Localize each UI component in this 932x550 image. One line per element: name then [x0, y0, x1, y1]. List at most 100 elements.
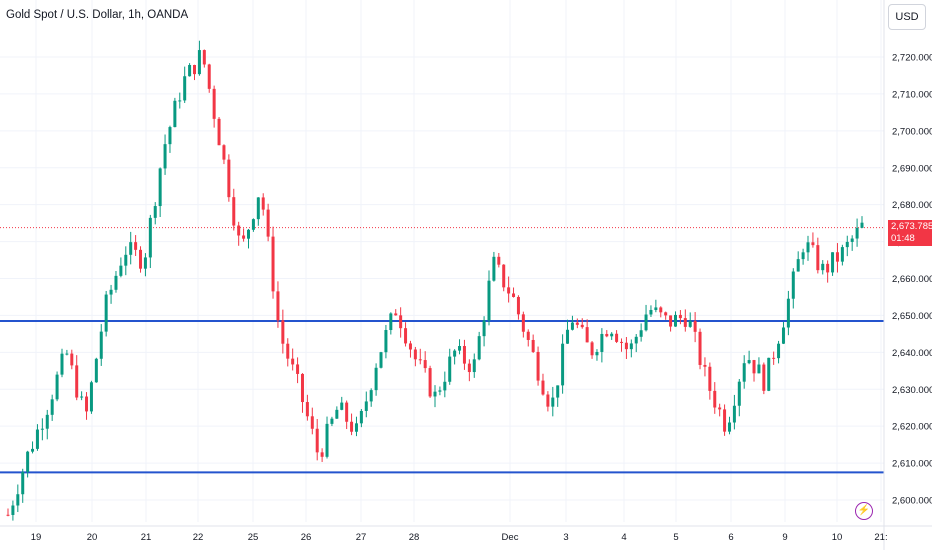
candle-body: [678, 314, 682, 319]
candle-body: [693, 320, 697, 332]
candle-body: [546, 394, 550, 407]
candle-body: [462, 346, 466, 364]
candle-body: [467, 363, 471, 373]
y-tick-label: 2,660.000: [892, 274, 932, 285]
candle-body: [374, 367, 378, 391]
candle-body: [359, 410, 363, 424]
candle-body: [732, 405, 736, 423]
candle-body: [801, 252, 805, 260]
candle-body: [212, 88, 216, 119]
candle-body: [781, 327, 785, 344]
candle-body: [197, 50, 201, 75]
x-tick-label: 21:: [874, 532, 887, 543]
candle-body: [418, 359, 422, 361]
candle-body: [629, 343, 633, 350]
y-tick-label: 2,640.000: [892, 348, 932, 359]
candle-body: [173, 100, 177, 128]
candle-body: [143, 257, 147, 269]
candle-body: [580, 324, 584, 328]
candle-body: [413, 349, 417, 360]
candle-body: [556, 385, 560, 398]
y-tick-label: 2,690.000: [892, 163, 932, 174]
candle-body: [786, 298, 790, 328]
candle-body: [222, 145, 226, 160]
candle-body: [703, 364, 707, 367]
candle-body: [727, 422, 731, 432]
currency-button[interactable]: USD: [888, 4, 926, 30]
x-tick-label: 9: [782, 532, 787, 543]
candle-body: [458, 346, 462, 351]
candle-body: [99, 331, 103, 359]
candle-body: [384, 330, 388, 353]
candle-body: [497, 256, 501, 265]
candle-body: [512, 293, 516, 297]
candle-body: [575, 322, 579, 325]
candle-body: [698, 331, 702, 365]
x-tick-label: 6: [728, 532, 733, 543]
candle-body: [453, 350, 457, 357]
candle-body: [21, 471, 25, 495]
candle-body: [448, 356, 452, 382]
candle-body: [183, 76, 187, 101]
candle-body: [271, 236, 275, 292]
candlestick-series: [6, 40, 864, 521]
candle-body: [845, 241, 849, 248]
candle-body: [16, 494, 20, 506]
candle-body: [70, 353, 74, 366]
candle-body: [507, 287, 511, 294]
candle-body: [227, 159, 231, 198]
y-tick-label: 2,630.000: [892, 385, 932, 396]
candle-body: [296, 364, 300, 374]
candle-body: [570, 322, 574, 330]
x-tick-label: 10: [832, 532, 843, 543]
candle-body: [610, 333, 614, 337]
candle-body: [718, 407, 722, 410]
candle-body: [526, 331, 530, 340]
candle-body: [251, 219, 255, 230]
candle-body: [129, 242, 133, 255]
candle-body: [89, 382, 93, 412]
candle-body: [521, 314, 525, 332]
candle-body: [158, 168, 162, 207]
x-tick-label: 25: [248, 532, 259, 543]
chart-grid: [0, 0, 884, 522]
candle-body: [438, 390, 442, 392]
candle-body: [659, 307, 663, 313]
candle-body: [620, 341, 624, 343]
candle-body: [305, 402, 309, 417]
candle-body: [551, 397, 555, 407]
candle-body: [261, 197, 265, 210]
candle-body: [531, 339, 535, 352]
candle-body: [777, 343, 781, 359]
time-axis[interactable]: 19 20 21 22 25 26 27 28 Dec 3 4 5 6 9 10 21:: [0, 525, 932, 543]
candle-body: [408, 343, 412, 350]
x-tick-label: 26: [301, 532, 312, 543]
candle-body: [202, 50, 206, 65]
candle-body: [688, 320, 692, 327]
candle-body: [835, 252, 839, 262]
candle-body: [6, 514, 10, 516]
y-tick-label: 2,700.000: [892, 126, 932, 137]
candle-body: [340, 402, 344, 410]
candle-body: [286, 343, 290, 359]
x-tick-label: Dec: [502, 532, 519, 543]
candle-body: [281, 320, 285, 344]
x-tick-label: 22: [193, 532, 204, 543]
candle-body: [605, 333, 609, 337]
price-axis[interactable]: 2,600.000 2,610.000 2,620.000 2,630.000 2,64…: [883, 0, 932, 550]
y-tick-label: 2,620.000: [892, 422, 932, 433]
lightning-bolt-icon[interactable]: ⚡: [855, 502, 873, 520]
candle-body: [747, 360, 751, 364]
candle-body: [163, 144, 167, 169]
candle-body: [713, 390, 717, 408]
candle-body: [139, 249, 143, 269]
candle-body: [762, 364, 766, 391]
x-tick-label: 4: [621, 532, 626, 543]
candle-body: [654, 307, 658, 310]
candle-body: [487, 280, 491, 321]
candle-body: [767, 357, 771, 391]
candle-body: [433, 391, 437, 397]
candle-body: [615, 333, 619, 342]
x-tick-label: 3: [563, 532, 568, 543]
